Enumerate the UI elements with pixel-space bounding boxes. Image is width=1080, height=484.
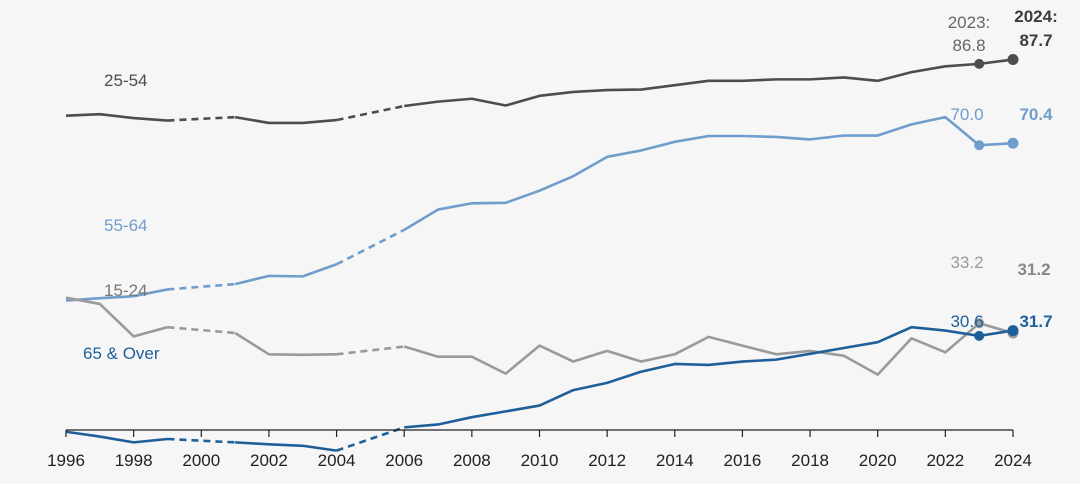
x-tick-label-2020: 2020: [859, 451, 897, 470]
x-tick-label-2018: 2018: [791, 451, 829, 470]
series-label-65-over: 65 & Over: [83, 344, 160, 363]
callout-25-54-2024-value: 87.7: [1019, 31, 1052, 50]
series-15-24-point-2023: [974, 318, 985, 329]
series-lines: [65, 58, 1014, 452]
series-55-64-dashed-gap: [335, 228, 405, 266]
x-tick-label-2016: 2016: [724, 451, 762, 470]
callout-15-24-2024-value: 31.2: [1017, 260, 1050, 279]
x-tick-label-2006: 2006: [385, 451, 423, 470]
series-25-54-line: [234, 115, 337, 125]
endpoint-markers: [974, 54, 1019, 341]
callout-25-54-2023-value: 86.8: [952, 36, 985, 55]
x-tick-label-2008: 2008: [453, 451, 491, 470]
series-25-54-point-2024: [1007, 54, 1019, 66]
series-15-24-line: [403, 322, 1014, 376]
x-tick-label-1998: 1998: [115, 451, 153, 470]
x-tick-label-2014: 2014: [656, 451, 694, 470]
series-25-54-line: [65, 112, 168, 122]
callout-65-over-2023-value: 30.6: [950, 312, 983, 331]
series-65-over-dashed-gap: [167, 437, 236, 444]
series-25-54-line: [404, 58, 1014, 108]
x-tick-label-2022: 2022: [926, 451, 964, 470]
series-25-54-dashed-gap: [167, 115, 236, 122]
series-label-25-54: 25-54: [104, 71, 147, 90]
series-15-24-line: [65, 296, 168, 338]
callout-15-24-2023-value: 33.2: [950, 253, 983, 272]
series-55-64-line: [65, 288, 168, 302]
callout-55-64-2023-value: 70.0: [950, 105, 983, 124]
series-65-over-line: [404, 325, 1014, 429]
series-15-24-dashed-gap: [167, 325, 236, 335]
x-tick-label-2002: 2002: [250, 451, 288, 470]
x-tick-label-2000: 2000: [182, 451, 220, 470]
x-tick-label-2010: 2010: [521, 451, 559, 470]
x-tick-label-1996: 1996: [47, 451, 85, 470]
x-tick-label-2004: 2004: [318, 451, 356, 470]
series-65-over-point-2023: [974, 330, 985, 341]
series-label-55-64: 55-64: [104, 216, 147, 235]
callout-65-over-2024-value: 31.7: [1019, 312, 1052, 331]
series-25-54-dashed-gap: [336, 104, 405, 122]
series-25-54-point-2023: [974, 58, 985, 69]
series-15-24-dashed-gap: [336, 345, 405, 356]
series-55-64-line: [234, 263, 338, 286]
series-65-over-point-2024: [1007, 325, 1019, 337]
series-65-over-line: [65, 430, 168, 444]
callout-25-54-2023-year: 2023:: [948, 13, 991, 32]
series-55-64-point-2023: [974, 140, 985, 151]
x-axis-ticks: 1996 1998 2000 2002 2004 2006 2008 2010 2012 2014…: [47, 430, 1032, 470]
series-55-64-line: [403, 115, 1014, 232]
series-55-64-dashed-gap: [167, 282, 236, 291]
series-65-over-dashed-gap: [336, 426, 405, 452]
series-15-24-line: [234, 331, 337, 357]
x-tick-label-2024: 2024: [994, 451, 1032, 470]
callout-25-54-2024-year: 2024:: [1014, 7, 1057, 26]
x-tick-label-2012: 2012: [588, 451, 626, 470]
callout-55-64-2024-value: 70.4: [1019, 105, 1053, 124]
series-65-over-line: [235, 441, 337, 452]
series-55-64-point-2024: [1007, 137, 1019, 149]
series-label-15-24: 15-24: [104, 281, 147, 300]
